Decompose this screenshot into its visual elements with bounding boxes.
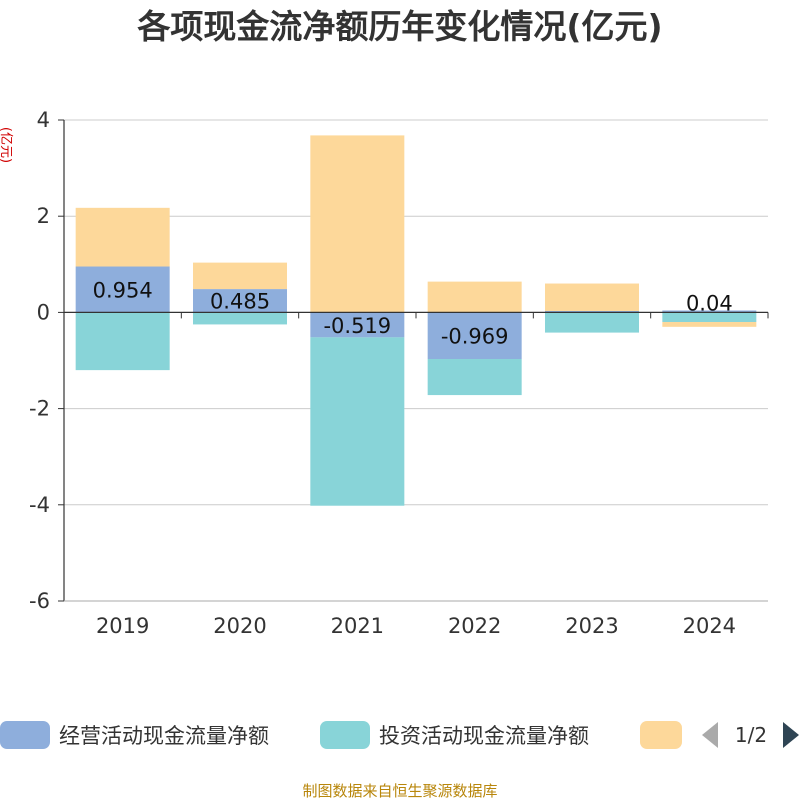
x-tick-label: 2023 (565, 614, 618, 638)
bar-layer (75, 135, 757, 506)
footer-source: 制图数据来自恒生聚源数据库 (302, 782, 497, 800)
y-tick-label: -4 (29, 493, 50, 517)
x-tick-label: 2020 (213, 614, 266, 638)
y-tick-label: -6 (29, 589, 50, 613)
chart-title: 各项现金流净额历年变化情况(亿元) (136, 7, 662, 46)
y-tick-label: 0 (37, 300, 50, 324)
bar-series3-2019[interactable] (75, 207, 170, 267)
x-tick-label: 2019 (96, 614, 149, 638)
bar-series2-2022[interactable] (427, 359, 522, 396)
data-label: 0.485 (210, 290, 270, 314)
bar-series2-2023[interactable] (545, 312, 639, 333)
legend-swatch[interactable] (640, 721, 682, 749)
bar-series2-2020[interactable] (193, 312, 287, 325)
legend-next-icon[interactable] (783, 722, 799, 748)
axes: 4 2 0 -2 -4 -6 2019 2020 2021 2022 2023 2024 (29, 108, 769, 638)
legend-label[interactable]: 投资活动现金流量净额 (379, 724, 589, 748)
x-tick-label: 2021 (331, 614, 384, 638)
y-tick-label: -2 (29, 397, 50, 421)
legend: 经营活动现金流量净额 投资活动现金流量净额 1/2 (0, 721, 799, 749)
data-labels: 0.954 0.485 -0.519 -0.969 0.04 (93, 278, 733, 348)
bar-series1-2022[interactable] (427, 312, 522, 360)
bar-series2-2019[interactable] (75, 312, 170, 371)
legend-page-indicator: 1/2 (735, 723, 767, 747)
x-tick-label: 2022 (448, 614, 501, 638)
y-axis-unit: (亿元) (0, 127, 13, 163)
bar-series2-2024[interactable] (662, 312, 757, 323)
y-tick-label: 4 (37, 108, 50, 132)
legend-swatch[interactable] (320, 721, 370, 749)
data-label: -0.519 (323, 314, 391, 338)
bar-series3-2021[interactable] (310, 135, 405, 313)
bar-series1-2019[interactable] (75, 266, 170, 313)
bar-series3-2024[interactable] (662, 322, 757, 327)
bar-series2-2021[interactable] (310, 337, 405, 506)
bar-series3-2023[interactable] (545, 283, 639, 311)
y-tick-label: 2 (37, 204, 50, 228)
data-label: 0.04 (686, 291, 733, 315)
bar-series3-2022[interactable] (427, 281, 522, 313)
data-label: 0.954 (93, 278, 153, 302)
legend-prev-icon[interactable] (702, 722, 718, 748)
legend-swatch[interactable] (0, 721, 50, 749)
bar-series1-2024[interactable] (662, 310, 757, 313)
bar-series1-2021[interactable] (310, 312, 405, 338)
bar-series1-2023[interactable] (545, 310, 639, 313)
bar-series1-2020[interactable] (193, 289, 287, 313)
legend-label[interactable]: 经营活动现金流量净额 (59, 724, 269, 748)
bar-series3-2020[interactable] (193, 262, 287, 290)
x-tick-label: 2024 (683, 614, 736, 638)
data-label: -0.969 (441, 325, 509, 349)
